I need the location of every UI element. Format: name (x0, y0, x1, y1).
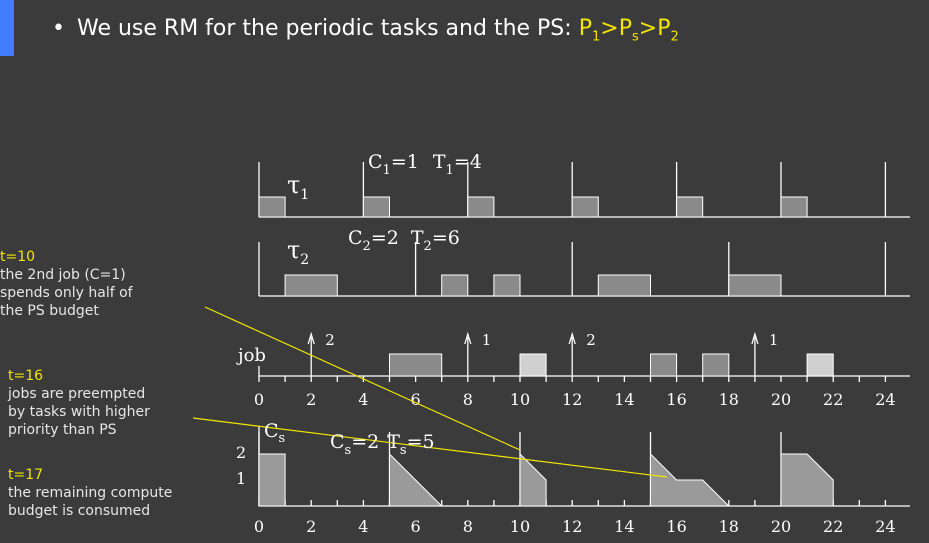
note-line: the PS budget (0, 303, 99, 319)
budget-ytick-2: 2 (236, 443, 246, 462)
job-arrival-label: 1 (482, 331, 492, 349)
budget-x-tick-label: 16 (666, 517, 686, 536)
task2-execution-block (597, 274, 651, 297)
note-line: budget is consumed (8, 503, 151, 519)
job-x-tick-label: 2 (306, 390, 316, 409)
task1-execution-block (676, 196, 704, 218)
note-t10: t=10 the 2nd job (C=1) spends only half … (0, 248, 133, 320)
task1-timeline (258, 162, 910, 218)
task1-execution-block (780, 196, 808, 218)
budget-x-tick-label: 12 (562, 517, 582, 536)
job-arrival-label: 2 (325, 331, 335, 349)
job-x-tick-label: 14 (614, 390, 634, 409)
note-line: the 2nd job (C=1) (0, 267, 126, 283)
job-x-tick-label: 18 (719, 390, 739, 409)
job-execution-block (806, 353, 834, 377)
job-arrival-arrowhead (464, 331, 472, 345)
budget-x-tick-label: 10 (510, 517, 530, 536)
budget-x-tick-label: 0 (254, 517, 264, 536)
job-arrival-arrowhead (307, 331, 315, 345)
budget-capacity-shape (519, 452, 547, 507)
task2-execution-block (493, 274, 521, 297)
task2-params: C2=2 T2=6 (348, 227, 460, 254)
note-time: t=17 (8, 467, 44, 483)
budget-x-tick-label: 2 (306, 517, 316, 536)
budget-timeline: 0 2 4 6 8 10 12 14 16 18 20 22 24 (254, 426, 910, 536)
job-x-tick-label: 24 (875, 390, 895, 409)
job-arrival-label: 1 (769, 331, 779, 349)
annotation-lines (192, 306, 667, 478)
budget-x-tick-label: 24 (875, 517, 895, 536)
job-x-tick-label: 8 (463, 390, 473, 409)
job-execution-block (519, 353, 547, 377)
budget-capacity-shape (258, 453, 286, 507)
budget-ytick-1: 1 (236, 469, 246, 488)
job-x-tick-label: 10 (510, 390, 530, 409)
task2-label: τ2 (287, 236, 309, 268)
task1-execution-block (362, 196, 390, 218)
accent-bar (0, 0, 14, 56)
budget-x-tick-label: 8 (463, 517, 473, 536)
job-timeline: 2 1 2 10 2 4 6 8 10 12 14 16 18 20 22 24 (254, 331, 910, 409)
job-x-tick-label: 6 (411, 390, 421, 409)
budget-x-tick-label: 14 (614, 517, 634, 536)
budget-capacity-shape (389, 452, 443, 507)
task1-execution-block (258, 196, 286, 218)
task1-execution-block (467, 196, 495, 218)
budget-x-tick-label: 6 (411, 517, 421, 536)
task1-label: τ1 (287, 171, 309, 203)
annotation-pointer-t10 (204, 306, 521, 451)
note-t16: t=16 jobs are preempted by tasks with hi… (8, 367, 150, 439)
job-arrival-arrowhead (568, 331, 576, 345)
task2-execution-block (284, 274, 338, 297)
job-execution-block (650, 353, 678, 377)
note-time: t=10 (0, 249, 36, 265)
budget-x-tick-label: 22 (823, 517, 843, 536)
job-x-tick-label: 12 (562, 390, 582, 409)
note-t17: t=17 the remaining compute budget is con… (8, 466, 172, 520)
job-arrival-label: 2 (586, 331, 596, 349)
budget-x-tick-label: 20 (771, 517, 791, 536)
budget-capacity-shape (780, 453, 834, 507)
budget-x-tick-label: 4 (358, 517, 368, 536)
job-execution-block (702, 353, 730, 377)
budget-params: Cs=2 Ts=5 (330, 431, 435, 458)
task2-timeline (258, 242, 910, 297)
bullet: • (52, 16, 65, 41)
annotation-pointer-t16 (192, 417, 667, 478)
note-line: the remaining compute (8, 485, 173, 501)
headline-text: We use RM for the periodic tasks and the… (76, 16, 572, 41)
job-x-tick-label: 0 (254, 390, 264, 409)
job-x-tick-label: 4 (358, 390, 368, 409)
task1-execution-block (571, 196, 599, 218)
budget-capacity-shape (650, 452, 731, 507)
note-line: spends only half of (0, 285, 133, 301)
job-label: job (236, 345, 266, 366)
note-time: t=16 (8, 368, 44, 384)
job-x-tick-label: 22 (823, 390, 843, 409)
job-execution-block (389, 353, 443, 377)
task1-params: C1=1 T1=4 (368, 151, 482, 178)
note-line: jobs are preempted (8, 386, 146, 402)
job-arrival-arrowhead (751, 331, 759, 345)
job-x-tick-label: 20 (771, 390, 791, 409)
budget-x-tick-label: 18 (719, 517, 739, 536)
task2-execution-block (441, 274, 469, 297)
task2-execution-block (728, 274, 782, 297)
job-x-tick-label: 16 (666, 390, 686, 409)
priority-order: P1>Ps>P2 (578, 16, 679, 45)
note-line: by tasks with higher (8, 404, 150, 420)
budget-label: Cs (264, 420, 285, 446)
slide-headline: • We use RM for the periodic tasks and th… (52, 16, 679, 44)
note-line: priority than PS (8, 422, 117, 438)
